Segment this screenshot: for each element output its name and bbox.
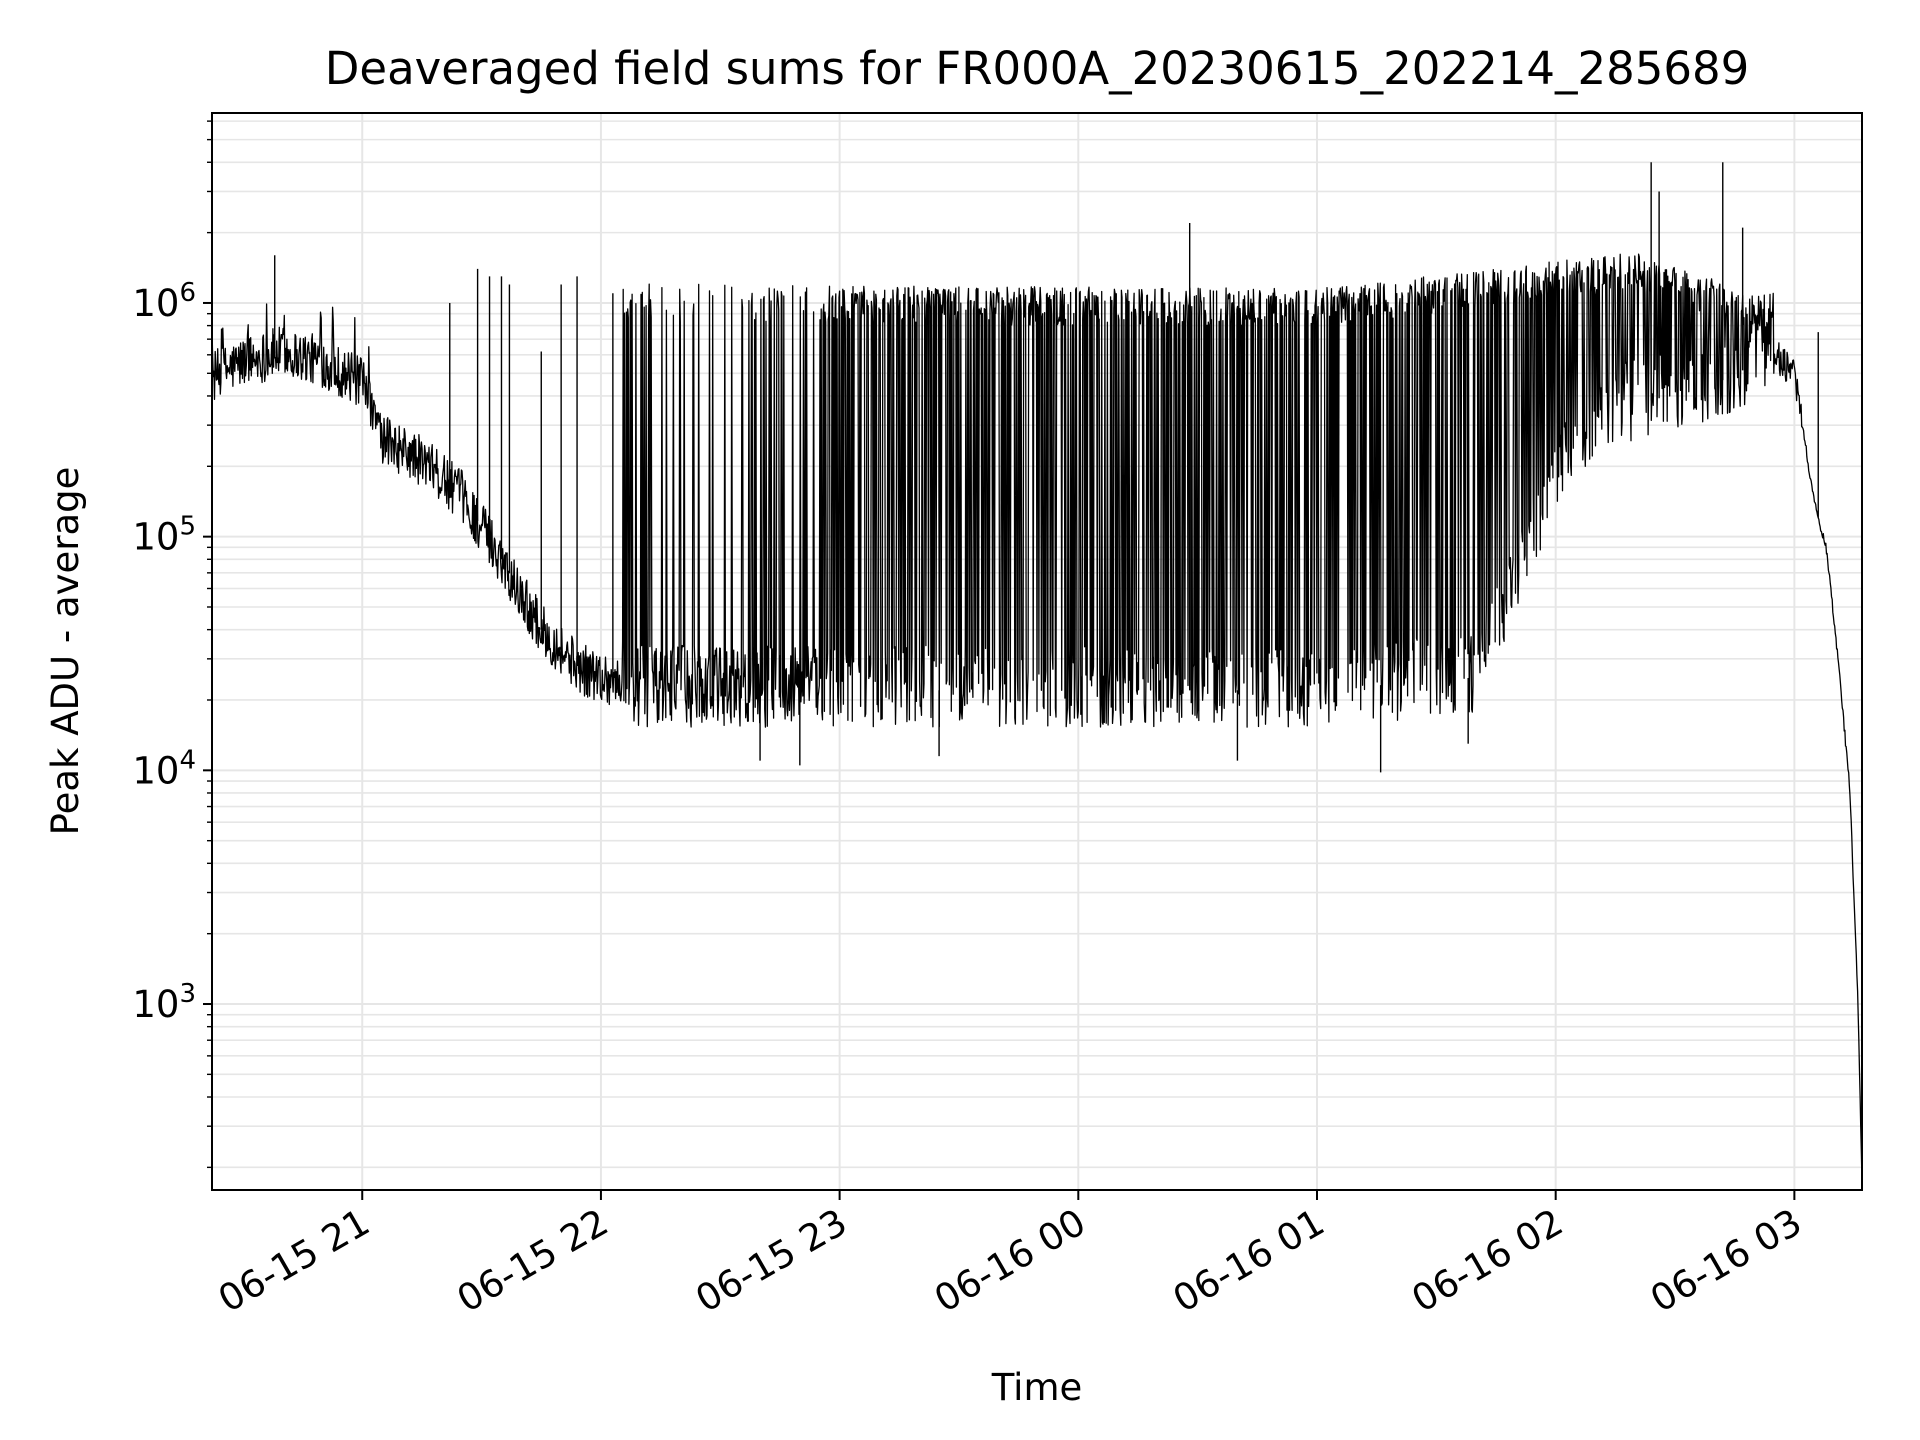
- y-tick-label: 106: [132, 278, 196, 325]
- y-axis: 103 104 105 106: [132, 120, 212, 1169]
- y-tick-label: 104: [132, 745, 196, 792]
- y-tick-label: 105: [132, 512, 196, 559]
- y-axis-label: Peak ADU - average: [44, 467, 87, 836]
- series-line: [211, 253, 1863, 1184]
- series-layer: [211, 162, 1863, 1184]
- y-tick-label: 103: [132, 979, 196, 1026]
- chart-title: Deaveraged field sums for FR000A_2023061…: [325, 42, 1750, 95]
- plot-area-frame: [211, 112, 1863, 1191]
- x-axis-label: Time: [991, 1366, 1083, 1409]
